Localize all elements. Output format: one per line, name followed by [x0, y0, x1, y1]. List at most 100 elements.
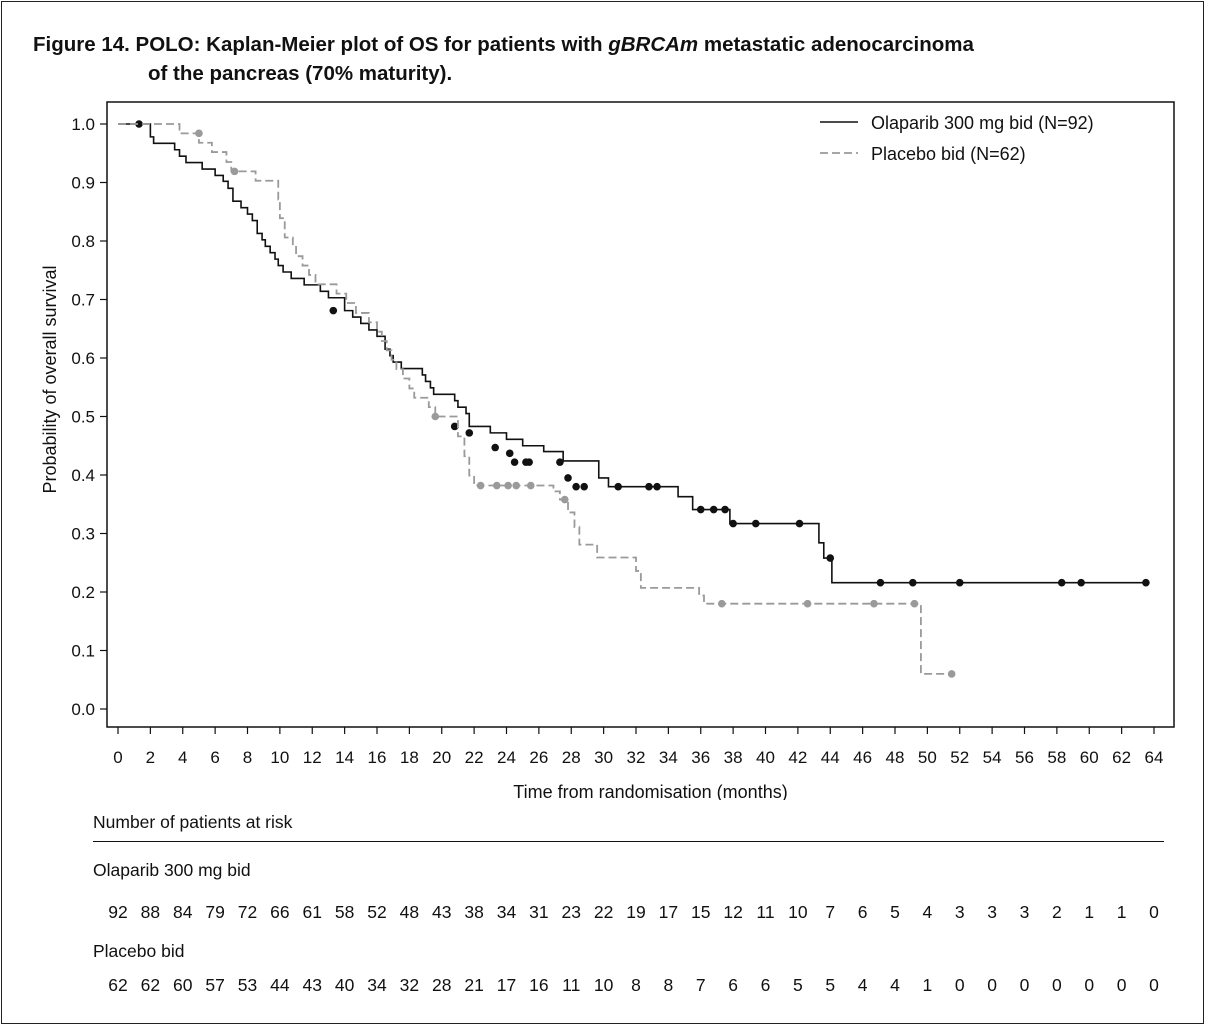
censor-mark-placebo [492, 481, 501, 490]
legend-label-olaparib: Olaparib 300 mg bid (N=92) [871, 113, 1094, 133]
x-tick-label: 24 [497, 748, 516, 767]
risk-count-placebo: 6 [728, 975, 738, 995]
x-tick-label: 62 [1112, 748, 1131, 767]
risk-count-olaparib: 22 [593, 902, 614, 922]
risk-count-placebo: 10 [593, 975, 614, 995]
censor-mark-olaparib [556, 458, 564, 466]
risk-count-olaparib: 3 [954, 902, 965, 922]
censor-mark-olaparib [709, 505, 718, 514]
x-tick-label: 42 [788, 748, 807, 767]
x-tick-label: 32 [627, 748, 646, 767]
risk-count-olaparib: 15 [691, 902, 711, 922]
risk-count-placebo: 1 [922, 975, 933, 995]
censor-mark-olaparib [795, 519, 804, 528]
x-tick-label: 6 [210, 748, 219, 767]
x-tick-label: 20 [432, 748, 451, 767]
risk-count-olaparib: 12 [723, 902, 743, 922]
risk-count-placebo: 5 [793, 975, 803, 995]
risk-count-olaparib: 2 [1052, 902, 1062, 922]
censor-mark-placebo [717, 599, 726, 608]
x-tick-label: 4 [178, 748, 187, 767]
risk-count-placebo: 60 [173, 975, 193, 995]
censor-mark-olaparib [580, 482, 588, 491]
censor-mark-olaparib [876, 578, 885, 587]
risk-count-olaparib: 5 [890, 902, 900, 922]
risk-count-placebo: 53 [237, 975, 258, 995]
censor-mark-olaparib [1057, 578, 1066, 587]
x-tick-label: 34 [659, 748, 678, 767]
risk-table-header: Number of patients at risk [93, 812, 293, 832]
censor-mark-placebo [910, 599, 919, 608]
y-tick-label: 0.6 [71, 349, 95, 368]
x-tick-label: 8 [243, 748, 252, 767]
risk-count-placebo: 4 [890, 975, 900, 995]
censor-mark-placebo [526, 481, 535, 490]
risk-count-olaparib: 10 [788, 902, 808, 922]
risk-count-olaparib: 0 [1149, 902, 1159, 922]
risk-count-olaparib: 3 [1019, 902, 1030, 922]
y-tick-label: 0.9 [71, 174, 95, 193]
censor-mark-olaparib [572, 482, 580, 491]
risk-count-olaparib: 52 [367, 902, 387, 922]
title-italic-term: gBRCAm [608, 33, 699, 56]
risk-count-olaparib: 3 [987, 902, 997, 922]
y-tick-label: 0.2 [71, 583, 95, 602]
y-tick-label: 0.3 [71, 525, 95, 544]
risk-count-olaparib: 34 [496, 902, 517, 922]
risk-count-placebo: 5 [825, 975, 836, 995]
risk-count-olaparib: 1 [1116, 902, 1127, 922]
x-tick-label: 16 [368, 748, 387, 767]
risk-table-divider [93, 841, 1164, 842]
censor-mark-olaparib [505, 449, 514, 458]
y-tick-label: 1.0 [71, 115, 95, 134]
risk-count-olaparib: 48 [399, 902, 420, 922]
censor-mark-olaparib [1077, 578, 1085, 587]
risk-count-placebo: 0 [1149, 975, 1159, 995]
x-tick-label: 38 [724, 748, 743, 767]
x-tick-label: 0 [113, 748, 122, 767]
censor-mark-olaparib [135, 120, 143, 128]
x-tick-label: 44 [821, 748, 840, 767]
x-tick-label: 30 [594, 748, 613, 767]
risk-count-olaparib: 58 [334, 902, 355, 922]
x-tick-label: 46 [853, 748, 872, 767]
y-tick-label: 0.7 [71, 291, 95, 310]
risk-row-label-olaparib: Olaparib 300 mg bid [93, 860, 251, 880]
risk-count-olaparib: 88 [140, 902, 161, 922]
x-tick-label: 60 [1080, 748, 1099, 767]
risk-count-olaparib: 7 [825, 902, 836, 922]
risk-count-olaparib: 79 [205, 902, 225, 922]
censor-mark-olaparib [510, 458, 519, 466]
y-axis-label: Probability of overall survival [40, 265, 60, 493]
censor-mark-placebo [512, 481, 521, 490]
risk-count-placebo: 62 [108, 975, 128, 995]
censor-mark-placebo [803, 599, 812, 608]
risk-count-placebo: 16 [529, 975, 549, 995]
y-tick-label: 0.0 [71, 700, 95, 719]
y-tick-label: 0.5 [71, 408, 95, 427]
risk-count-placebo: 7 [695, 975, 706, 995]
x-tick-label: 12 [303, 748, 322, 767]
censor-mark-olaparib [696, 505, 705, 514]
censor-mark-olaparib [909, 578, 917, 587]
risk-count-olaparib: 17 [658, 902, 679, 922]
plot-area-border [106, 101, 1175, 728]
censor-mark-olaparib [614, 482, 622, 491]
censor-mark-olaparib [645, 482, 653, 491]
legend-label-placebo: Placebo bid (N=62) [871, 144, 1026, 164]
risk-count-olaparib: 72 [237, 902, 258, 922]
risk-count-placebo: 44 [270, 975, 290, 995]
x-tick-label: 50 [918, 748, 937, 767]
figure-title-line-1: Figure 14. POLO: Kaplan-Meier plot of OS… [33, 33, 974, 56]
risk-count-placebo: 6 [760, 975, 771, 995]
risk-count-olaparib: 23 [561, 902, 581, 922]
risk-count-placebo: 43 [302, 975, 322, 995]
censor-mark-olaparib [721, 505, 729, 514]
x-tick-label: 28 [562, 748, 581, 767]
x-tick-label: 14 [335, 748, 354, 767]
x-tick-label: 26 [529, 748, 548, 767]
risk-count-placebo: 28 [432, 975, 452, 995]
risk-count-placebo: 17 [496, 975, 517, 995]
risk-count-olaparib: 84 [173, 902, 193, 922]
censor-mark-placebo [431, 412, 440, 421]
